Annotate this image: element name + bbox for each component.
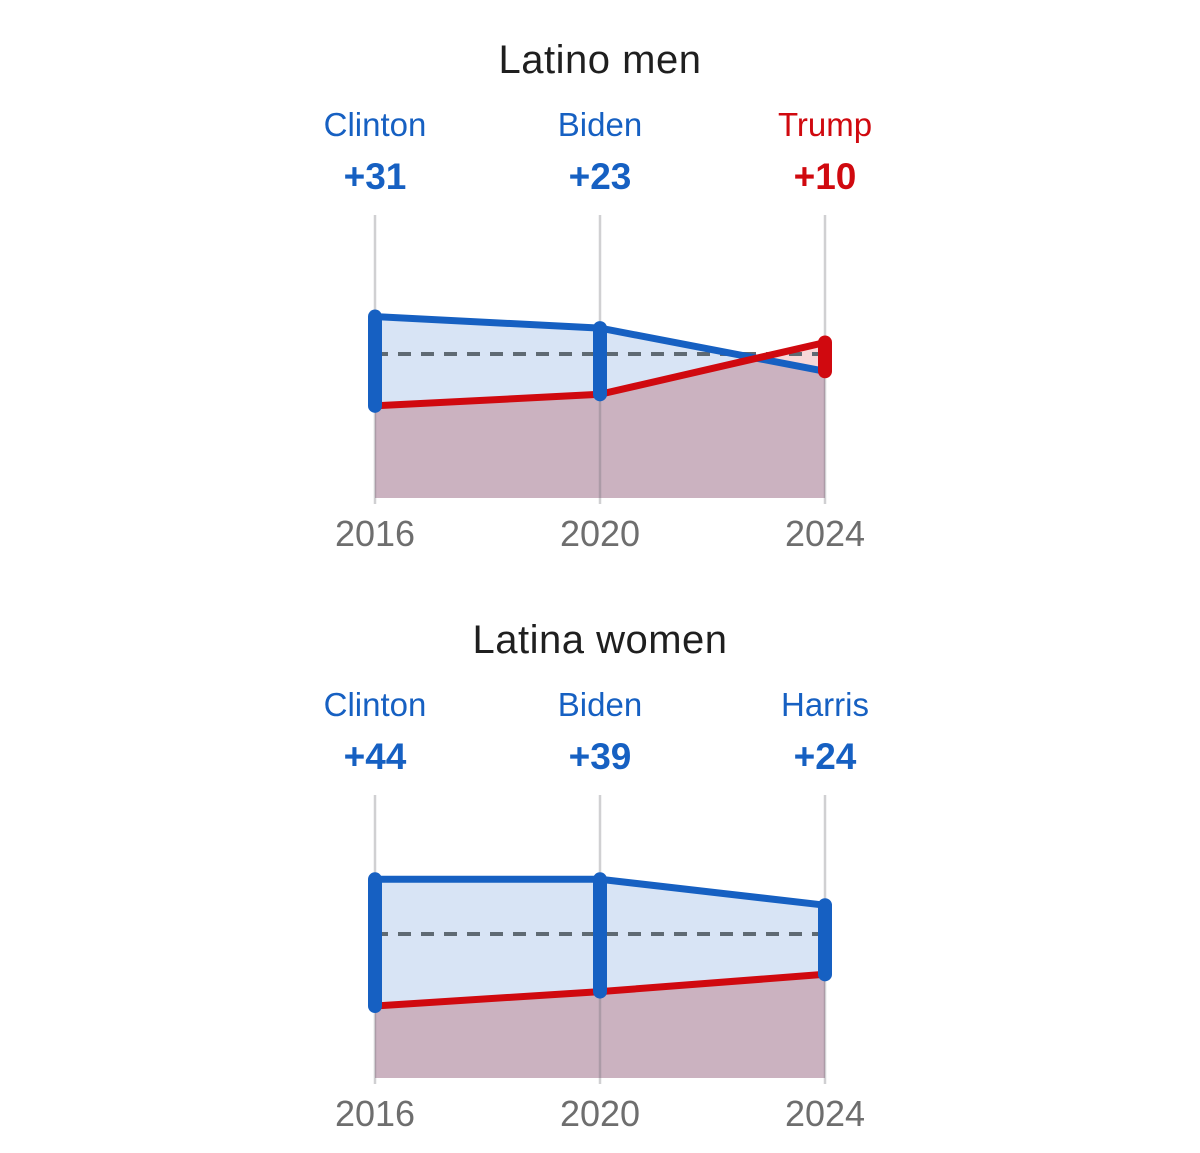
dem-lead-area: [375, 316, 600, 406]
chart-title: Latina women: [472, 618, 728, 662]
chart-title: Latino men: [498, 38, 702, 82]
dem-lead-area: [600, 879, 825, 992]
slope-area-chart: [368, 795, 832, 1084]
dem-lead-area: [375, 879, 600, 1006]
chart-latino-men: Latino men Clinton +31 Biden +23 Trump +10 20…: [324, 38, 872, 552]
slope-area-chart: [368, 215, 832, 504]
runner-up-share-area: [375, 358, 825, 498]
dem-lead-area: [600, 328, 757, 395]
chart-latina-women: Latina women Clinton +44 Biden +39 Harris +24…: [0, 580, 1200, 1153]
